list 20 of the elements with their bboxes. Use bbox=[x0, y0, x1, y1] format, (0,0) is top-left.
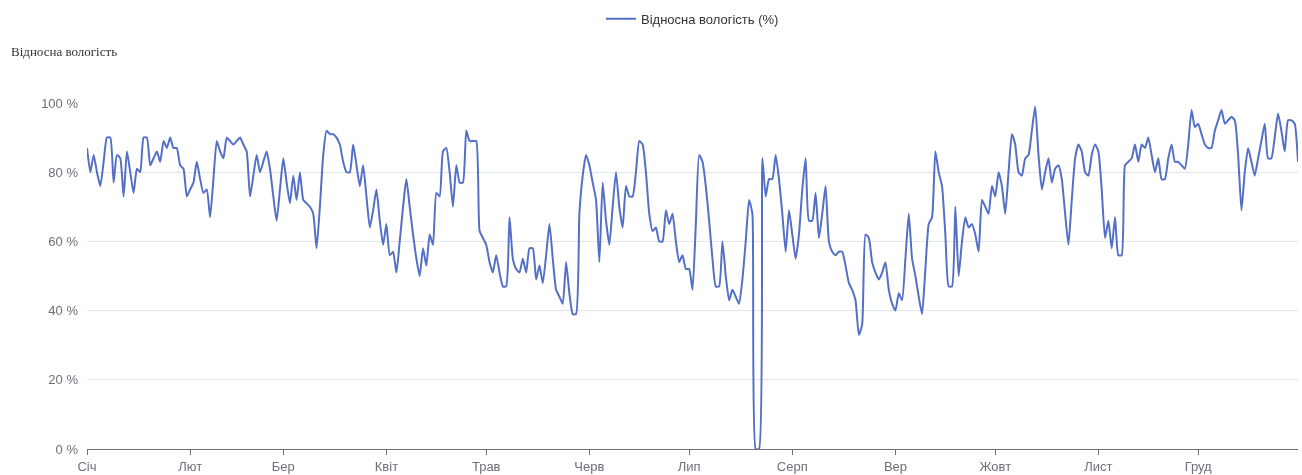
x-tick-label: Вер bbox=[883, 458, 908, 474]
x-tick-label: Черв bbox=[574, 458, 605, 474]
x-tick-label: Бер bbox=[271, 458, 295, 474]
y-axis-title: Відносна вологість bbox=[11, 44, 118, 59]
y-tick-label: 100 % bbox=[41, 95, 79, 111]
y-tick-label: 60 % bbox=[48, 233, 79, 249]
x-tick-label: Жовт bbox=[979, 458, 1012, 474]
y-tick-label: 40 % bbox=[48, 303, 79, 319]
y-tick-label: 80 % bbox=[48, 164, 79, 180]
x-tick-label: Лют bbox=[178, 458, 203, 474]
x-tick-label: Груд bbox=[1184, 458, 1213, 474]
legend-label: Відносна вологість (%) bbox=[641, 11, 779, 27]
x-tick-label: Січ bbox=[77, 458, 97, 474]
x-tick-label: Трав bbox=[471, 458, 501, 474]
x-tick-label: Лист bbox=[1084, 458, 1113, 474]
x-tick-label: Лип bbox=[677, 458, 701, 474]
x-tick-label: Серп bbox=[776, 458, 808, 474]
x-tick-label: Квіт bbox=[374, 458, 399, 474]
y-tick-label: 20 % bbox=[48, 372, 79, 388]
y-tick-label: 0 % bbox=[55, 441, 79, 457]
